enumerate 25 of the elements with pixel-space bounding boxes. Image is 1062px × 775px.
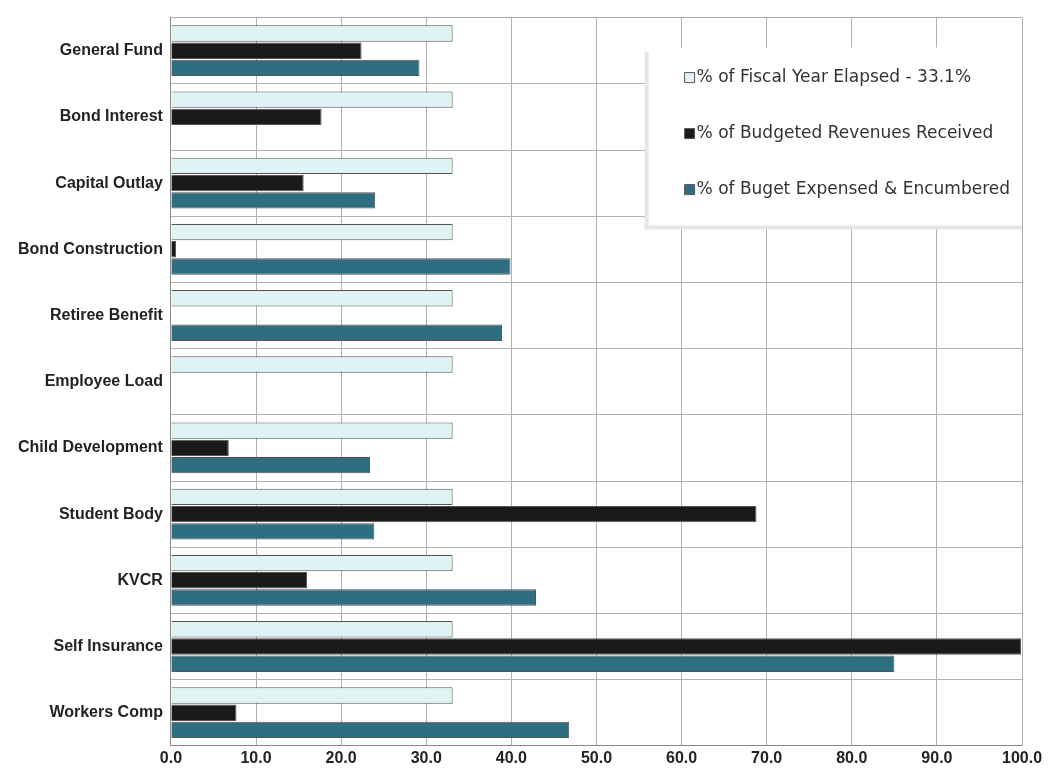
x-tick-label: 90.0 — [921, 748, 953, 766]
x-tick-label: 50.0 — [580, 748, 613, 766]
legend-label: % of Buget Expensed & Encumbered — [696, 178, 1011, 199]
legend-label: % of Fiscal Year Elapsed - 33.1% — [696, 66, 972, 87]
y-tick-label: General Fund — [59, 41, 163, 59]
x-tick-label: 10.0 — [240, 748, 272, 766]
y-tick-label: KVCR — [117, 570, 164, 588]
y-tick-label: Capital Outlay — [55, 173, 164, 191]
x-tick-label: 0.0 — [159, 748, 183, 766]
x-tick-label: 20.0 — [325, 748, 357, 766]
y-tick-label: Bond Construction — [18, 239, 163, 257]
x-tick-label: 100.0 — [1001, 748, 1043, 766]
x-tick-label: 70.0 — [751, 748, 783, 766]
y-tick-label: Workers Comp — [49, 703, 164, 721]
x-tick-label: 40.0 — [495, 748, 528, 766]
y-tick-label: Retiree Benefit — [49, 305, 164, 323]
y-tick-label: Employee Load — [44, 372, 163, 390]
y-tick-label: Self Insurance — [53, 636, 164, 654]
x-tick-label: 80.0 — [836, 748, 868, 766]
x-tick-label: 30.0 — [410, 748, 442, 766]
y-tick-label: Student Body — [58, 504, 163, 522]
legend-label: % of Budgeted Revenues Received — [696, 122, 994, 143]
y-tick-label: Child Development — [18, 438, 164, 456]
x-tick-label: 60.0 — [665, 748, 698, 766]
y-tick-label: Bond Interest — [59, 107, 164, 125]
